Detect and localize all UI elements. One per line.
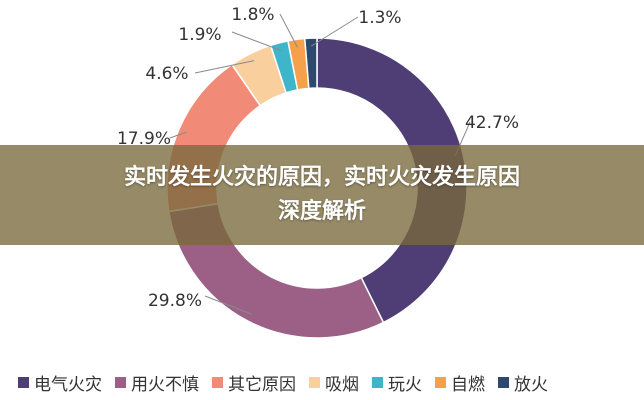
value-labels: 42.7% 29.8% 17.9% 4.6% 1.9% 1.8% 1.3% (117, 5, 519, 311)
legend-swatch (309, 376, 320, 388)
legend-swatch (212, 376, 223, 388)
value-label-7: 1.3% (358, 8, 401, 28)
legend-item-1: 电气火灾 (18, 370, 102, 395)
leader-line-7 (310, 16, 359, 47)
leader-line-4 (194, 60, 255, 74)
legend-item-6: 自燃 (435, 370, 485, 395)
legend-label: 放火 (514, 374, 548, 395)
leader-line-2 (204, 295, 252, 315)
title-banner: 实时发生火灾的原因，实时火灾发生原因 深度解析 (0, 145, 644, 245)
leader-line-5 (231, 31, 282, 52)
leader-lines (169, 13, 471, 315)
legend-label: 玩火 (388, 374, 422, 395)
legend-item-4: 吸烟 (309, 370, 359, 395)
slice-1 (316, 37, 468, 324)
chart-legend: 电气火灾 用火不慎 其它原因 吸烟 玩火 自燃 放火 (18, 368, 638, 396)
legend-label: 其它原因 (228, 374, 296, 395)
legend-item-5: 玩火 (372, 370, 422, 395)
banner-title-line-2: 深度解析 (277, 199, 366, 224)
value-label-3: 17.9% (117, 129, 171, 149)
legend-swatch (18, 376, 29, 388)
leader-line-6 (279, 13, 298, 48)
legend-item-2: 用火不慎 (115, 370, 199, 395)
value-label-5: 1.9% (178, 25, 221, 45)
legend-swatch (435, 376, 446, 388)
value-label-4: 4.6% (145, 64, 188, 84)
legend-label: 电气火灾 (34, 374, 102, 395)
legend-label: 自燃 (451, 374, 485, 395)
legend-label: 用火不慎 (131, 374, 199, 395)
value-label-6: 1.8% (231, 5, 274, 25)
value-label-1: 42.7% (465, 113, 519, 133)
legend-swatch (372, 376, 383, 388)
legend-item-3: 其它原因 (212, 370, 296, 395)
legend-swatch (115, 376, 126, 388)
value-label-2: 29.8% (148, 291, 202, 311)
legend-swatch (498, 376, 509, 388)
banner-title-line-1: 实时发生火灾的原因，实时火灾发生原因 (123, 165, 520, 190)
legend-item-7: 放火 (498, 370, 548, 395)
leader-line-3 (169, 131, 187, 139)
legend-label: 吸烟 (325, 374, 359, 395)
slice-7 (303, 37, 318, 90)
